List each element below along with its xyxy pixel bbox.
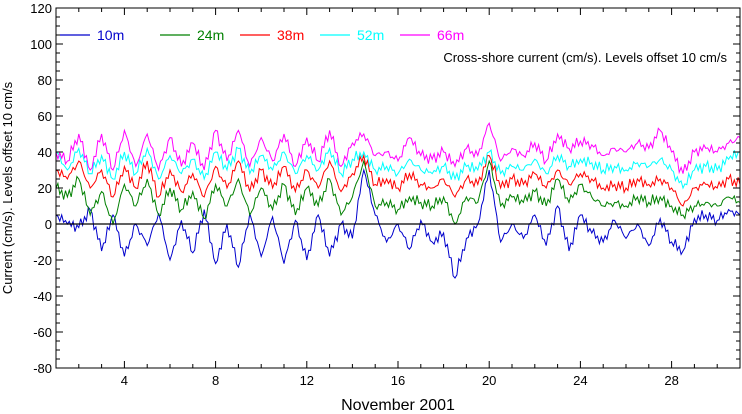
chart-annotation: Cross-shore current (cm/s). Levels offse… — [443, 50, 727, 65]
x-tick-label: 16 — [391, 373, 405, 388]
y-tick-label: -80 — [33, 361, 52, 376]
x-tick-label: 4 — [121, 373, 128, 388]
y-tick-label: 20 — [38, 181, 52, 196]
y-tick-label: 120 — [30, 1, 52, 16]
legend-label-38m: 38m — [277, 27, 304, 43]
y-tick-label: 80 — [38, 73, 52, 88]
legend-label-66m: 66m — [437, 27, 464, 43]
y-tick-label: -40 — [33, 289, 52, 304]
x-tick-label: 28 — [664, 373, 678, 388]
series-line-52m — [55, 146, 741, 190]
series-line-38m — [55, 153, 741, 207]
x-axis-label: November 2001 — [341, 397, 455, 414]
y-axis-label: Current (cm/s). Levels offset 10 cm/s — [0, 81, 15, 294]
legend-label-52m: 52m — [357, 27, 384, 43]
x-tick-labels: 4 8 12 16 20 24 28 — [121, 373, 679, 388]
axis-ticks — [56, 7, 740, 369]
y-tick-label: 100 — [30, 37, 52, 52]
legend-label-10m: 10m — [97, 27, 124, 43]
x-tick-label: 24 — [573, 373, 587, 388]
y-tick-label: 40 — [38, 145, 52, 160]
series-line-24m — [55, 159, 741, 226]
x-tick-label: 20 — [482, 373, 496, 388]
x-tick-label: 12 — [300, 373, 314, 388]
y-tick-label: -60 — [33, 325, 52, 340]
series-line-66m — [55, 122, 741, 175]
y-tick-labels: -80 -60 -40 -20 0 20 40 60 80 100 120 — [30, 1, 52, 376]
legend-label-24m: 24m — [197, 27, 224, 43]
plot-lines — [55, 122, 741, 279]
y-tick-label: -20 — [33, 253, 52, 268]
x-tick-label: 8 — [212, 373, 219, 388]
y-tick-label: 60 — [38, 109, 52, 124]
y-tick-label: 0 — [45, 217, 52, 232]
legend: 10m 24m 38m 52m 66m — [60, 27, 464, 43]
